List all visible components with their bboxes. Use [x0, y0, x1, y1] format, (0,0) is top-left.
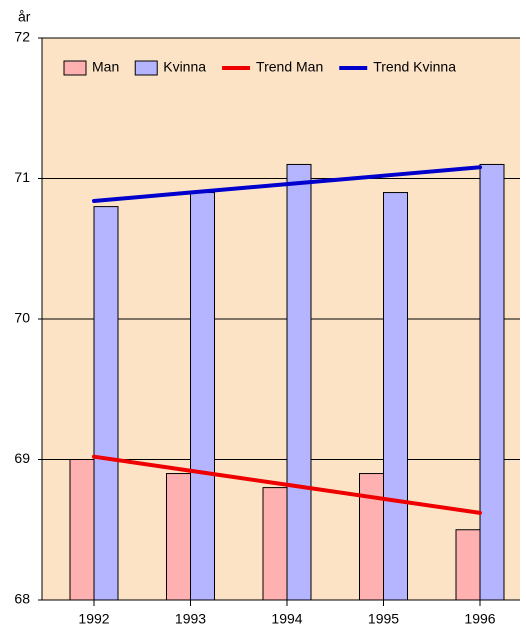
legend-label: Trend Man: [256, 59, 323, 75]
bar: [455, 529, 481, 601]
x-tick-label: 1995: [368, 611, 399, 627]
bar: [359, 473, 384, 601]
legend-label: Kvinna: [163, 59, 206, 75]
trend-line: [92, 165, 482, 203]
bar: [93, 206, 119, 601]
y-tick-label: 71: [14, 169, 30, 185]
legend-label: Trend Kvinna: [373, 59, 456, 75]
x-tick-label: 1994: [271, 611, 302, 627]
bar: [69, 459, 95, 601]
trend-line: [92, 454, 482, 515]
y-tick-label: 70: [14, 310, 30, 326]
bar: [286, 163, 312, 601]
legend-swatch: [134, 60, 158, 76]
y-tick-label: 72: [14, 29, 30, 45]
y-tick-label: 68: [14, 591, 30, 607]
x-tick-label: 1993: [175, 611, 206, 627]
legend-label: Man: [92, 59, 119, 75]
bar: [479, 163, 505, 601]
x-tick-label: 1996: [464, 611, 495, 627]
legend-swatch: [63, 60, 87, 76]
bar: [262, 487, 288, 601]
y-unit-label: år: [18, 9, 31, 25]
bar: [190, 192, 215, 601]
bar: [383, 192, 408, 601]
bar: [166, 473, 191, 601]
x-tick-label: 1992: [78, 611, 109, 627]
y-tick-label: 69: [14, 450, 30, 466]
